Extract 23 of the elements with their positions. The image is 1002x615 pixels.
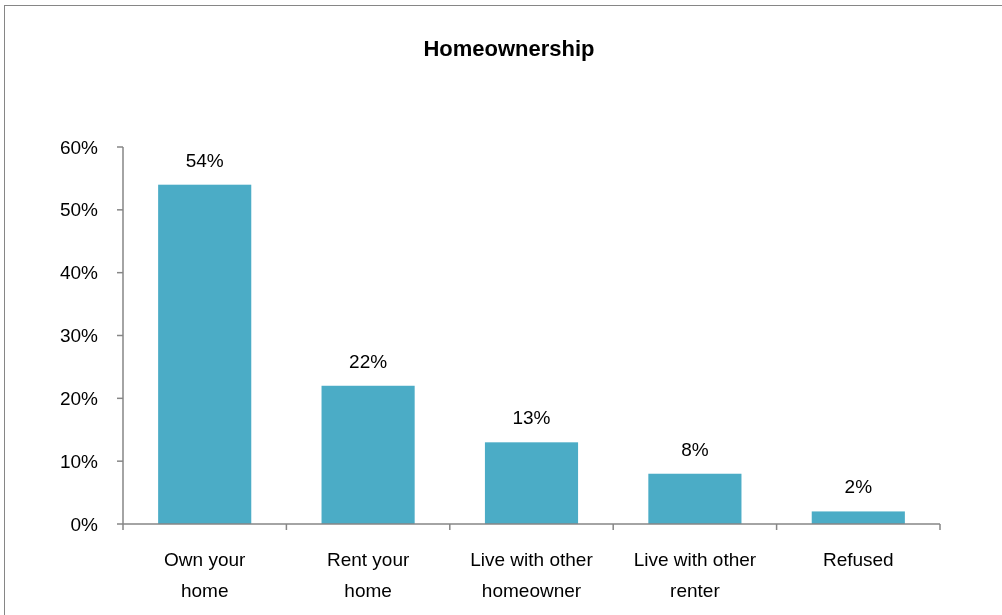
- chart-title: Homeownership: [423, 36, 595, 61]
- data-label: 8%: [681, 438, 709, 460]
- y-tick-label: 0%: [70, 513, 99, 535]
- y-tick-label: 50%: [59, 199, 99, 221]
- y-tick-label: 10%: [59, 450, 99, 472]
- bar: [321, 385, 415, 524]
- bar: [158, 184, 252, 524]
- data-label: 13%: [512, 407, 551, 429]
- bar: [648, 473, 742, 524]
- data-label: 22%: [349, 350, 388, 372]
- x-tick-label: Live with other homeowner: [470, 549, 594, 601]
- bar: [811, 511, 905, 524]
- data-label: 54%: [185, 149, 224, 171]
- y-tick-label: 40%: [59, 262, 99, 284]
- x-tick-label: Own your home: [164, 549, 247, 601]
- x-tick-label: Refused: [822, 549, 894, 570]
- y-tick-label: 30%: [59, 325, 99, 347]
- bar: [484, 442, 579, 524]
- x-tick-label: Live with other renter: [633, 549, 757, 601]
- x-tick-label: Rent your home: [326, 549, 410, 601]
- y-tick-label: 20%: [59, 387, 99, 409]
- y-tick-label: 60%: [59, 136, 99, 158]
- data-label: 2%: [844, 476, 873, 498]
